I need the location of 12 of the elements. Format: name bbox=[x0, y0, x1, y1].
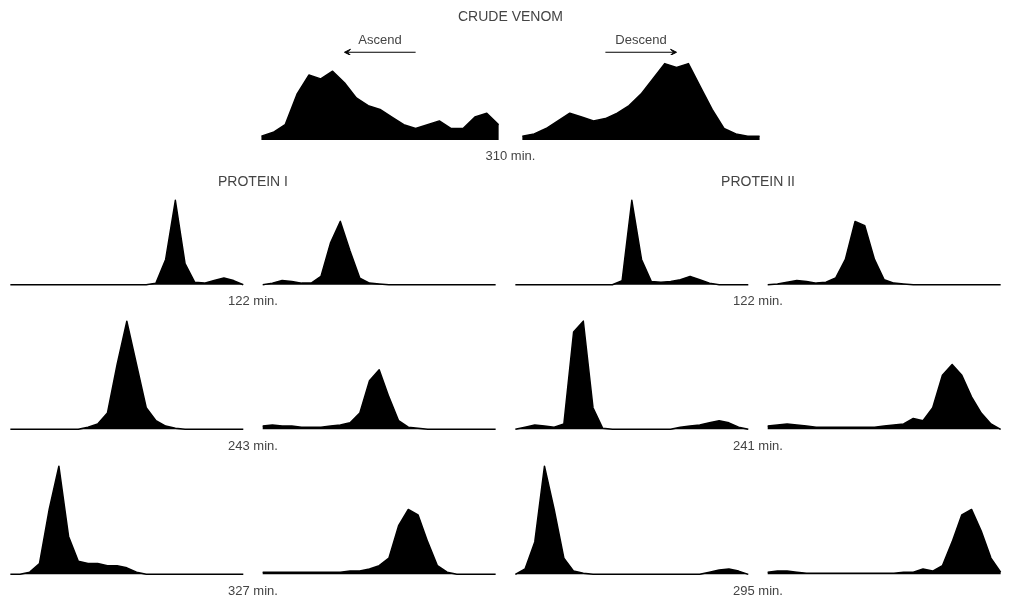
x-axis-title: 243 min. bbox=[228, 437, 278, 453]
x-axis-title: 295 min. bbox=[733, 582, 783, 598]
x-axis-title: 122 min. bbox=[228, 292, 278, 308]
chart-title: CRUDE VENOM bbox=[458, 7, 564, 24]
chart-title: PROTEIN I bbox=[218, 172, 289, 189]
text: Descend bbox=[615, 32, 667, 48]
x-axis-title: 122 min. bbox=[733, 292, 783, 308]
x-axis-title: 327 min. bbox=[228, 582, 278, 598]
chart-title: PROTEIN II bbox=[721, 172, 795, 189]
x-axis-title: 310 min. bbox=[485, 147, 536, 163]
text: Ascend bbox=[358, 32, 402, 48]
x-axis-title: 241 min. bbox=[733, 437, 783, 453]
